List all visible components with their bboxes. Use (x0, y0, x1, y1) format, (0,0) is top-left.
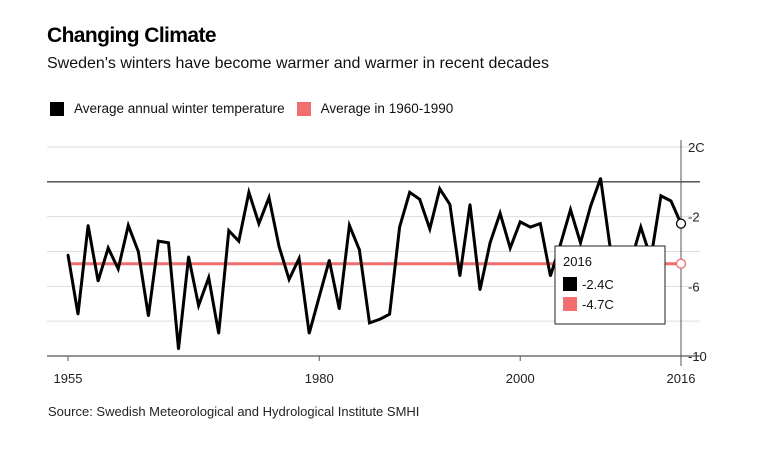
data-point (639, 225, 643, 229)
x-tick-label: 2000 (506, 371, 535, 386)
data-point (529, 225, 532, 229)
tooltip-value: -2.4C (582, 277, 614, 292)
legend-item-annual[interactable]: Average annual winter temperature (50, 101, 285, 116)
data-point (157, 239, 160, 243)
x-tick-label: 2016 (667, 371, 696, 386)
chart-legend: Average annual winter temperature Averag… (50, 101, 465, 116)
y-tick-label: 2C (688, 140, 705, 155)
x-tick-label: 1980 (305, 371, 334, 386)
data-point (267, 196, 271, 199)
data-point (348, 224, 351, 227)
data-point (579, 241, 582, 244)
data-point (137, 250, 140, 253)
chart-title: Changing Climate (47, 24, 217, 47)
data-point (237, 239, 241, 243)
data-point (669, 199, 673, 203)
data-point (307, 332, 311, 335)
data-point (448, 203, 452, 206)
tooltip-year: 2016 (563, 254, 592, 269)
data-point (519, 220, 522, 224)
data-point (217, 332, 220, 335)
hover-marker-baseline (675, 258, 687, 269)
data-point (318, 295, 321, 298)
data-point (589, 205, 592, 208)
legend-item-baseline[interactable]: Average in 1960-1990 (296, 101, 454, 116)
data-point (478, 288, 482, 292)
data-point (106, 246, 110, 250)
data-point (539, 222, 542, 225)
data-point (338, 307, 341, 311)
data-point (86, 224, 90, 227)
data-point (76, 313, 80, 316)
data-point (197, 304, 200, 307)
y-tick-label: -10 (688, 349, 707, 364)
data-point (659, 194, 663, 197)
data-point (458, 274, 462, 278)
data-point (398, 225, 401, 229)
y-tick-label: -2 (688, 210, 700, 225)
y-tick-label: -6 (688, 279, 700, 294)
tooltip-value: -4.7C (582, 297, 614, 312)
data-point (127, 224, 130, 227)
data-point (247, 191, 251, 194)
x-tick-label: 1955 (54, 371, 83, 386)
data-point (328, 259, 331, 262)
tooltip-swatch (563, 297, 577, 311)
tooltip-swatch (563, 277, 577, 291)
data-point (227, 229, 230, 232)
data-point (428, 227, 431, 231)
data-point (388, 313, 391, 316)
data-point (599, 177, 602, 180)
data-point (418, 198, 421, 201)
legend-label-annual: Average annual winter temperature (74, 101, 285, 116)
legend-label-baseline: Average in 1960-1990 (320, 101, 454, 116)
data-point (297, 257, 301, 260)
data-point (368, 321, 371, 325)
data-point (508, 246, 512, 250)
hover-marker-annual (675, 218, 687, 229)
legend-swatch-black (50, 101, 64, 116)
data-point (147, 314, 150, 318)
data-point (559, 243, 562, 246)
source-note: Source: Swedish Meteorological and Hydro… (48, 404, 420, 419)
data-point (468, 203, 472, 206)
data-point (569, 208, 572, 211)
data-point (438, 187, 442, 190)
data-point (96, 279, 100, 283)
data-point (287, 278, 291, 281)
data-point (358, 248, 361, 251)
data-point (66, 253, 70, 257)
data-point (167, 241, 170, 244)
data-point (277, 245, 281, 248)
data-point (177, 347, 180, 351)
data-point (408, 191, 411, 194)
data-point (378, 318, 381, 321)
data-point (498, 211, 502, 215)
series-line-annual (66, 177, 683, 350)
data-point (488, 241, 492, 244)
data-point (549, 274, 552, 278)
data-point (187, 255, 190, 258)
data-point (257, 222, 261, 225)
data-point (117, 267, 120, 271)
data-point (207, 276, 210, 279)
legend-swatch-red (296, 101, 311, 116)
chart-subtitle: Sweden's winters have become warmer and … (47, 55, 549, 72)
